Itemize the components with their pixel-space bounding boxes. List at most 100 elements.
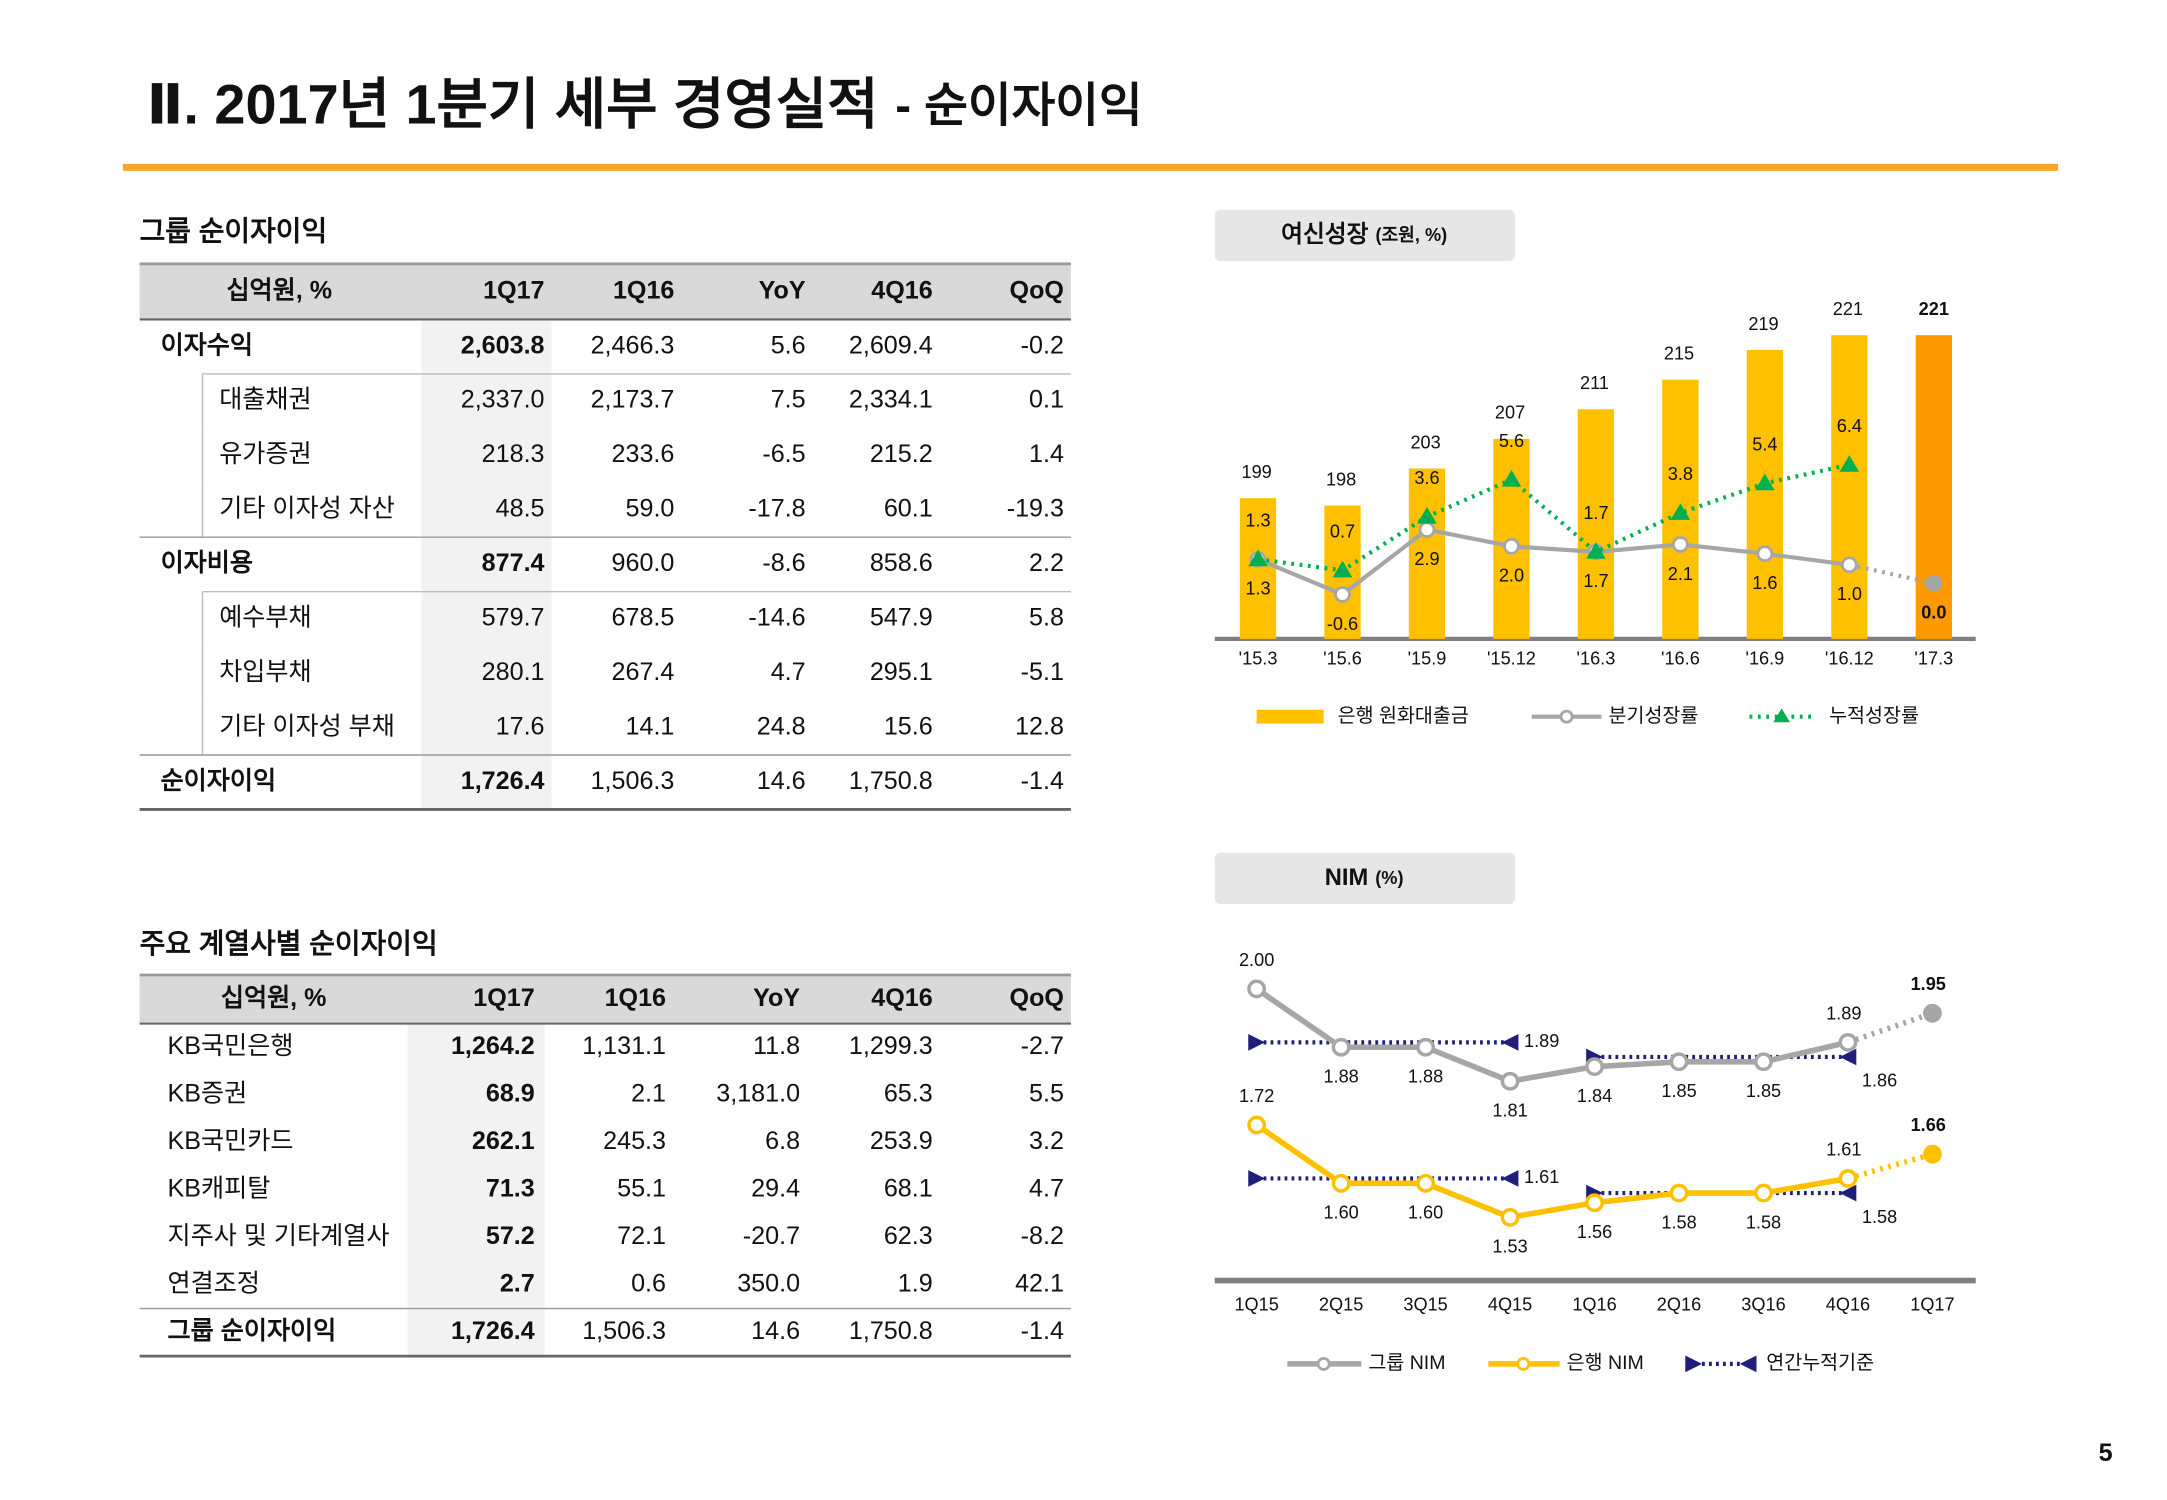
table-cell: 3,181.0: [716, 1080, 800, 1108]
table-cell: 42.1: [1015, 1270, 1064, 1298]
table-cell: 12.8: [1015, 712, 1064, 740]
point-label: 0.0: [1921, 603, 1946, 623]
table-cell: 678.5: [612, 604, 675, 632]
row-label: KB국민카드: [168, 1127, 294, 1155]
point-label: 1.58: [1661, 1212, 1696, 1232]
bar-label: 221: [1919, 299, 1949, 319]
line: [1257, 462, 1850, 573]
point: [1500, 1207, 1520, 1227]
row-label: 순이자이익: [161, 767, 277, 795]
point-label: 1.89: [1826, 1003, 1861, 1023]
point: [1755, 473, 1775, 491]
x-tick-label: 1Q17: [1910, 1294, 1954, 1314]
table-cell: 1,264.2: [451, 1032, 535, 1060]
table-cell: -6.5: [762, 440, 805, 468]
point-label: 2.00: [1239, 950, 1274, 970]
table-cell: 960.0: [612, 549, 675, 577]
point: [1501, 469, 1522, 487]
x-tick-label: 1Q16: [1572, 1294, 1616, 1314]
annual-label: 1.89: [1524, 1031, 1559, 1051]
table-cell: -17.8: [748, 495, 805, 523]
x-tick-label: '16.9: [1745, 649, 1784, 669]
table-cell: 245.3: [603, 1127, 666, 1155]
point: [1923, 1003, 1942, 1023]
header-cell: 1Q17: [473, 984, 534, 1012]
title-rule: [122, 163, 2059, 171]
line: [1255, 1122, 1849, 1221]
header-cell: 1Q16: [605, 984, 667, 1012]
point-label: 1.84: [1577, 1086, 1612, 1106]
header-cell: 4Q16: [871, 984, 933, 1012]
table-cell: 0.6: [631, 1270, 666, 1298]
table-cell: 15.6: [884, 712, 933, 740]
table-cell: 72.1: [617, 1222, 666, 1250]
legend-label: 그룹 NIM: [1368, 1352, 1445, 1374]
table-cell: 14.6: [751, 1317, 800, 1345]
table-cell: -0.2: [1021, 331, 1064, 359]
x-tick-label: 4Q15: [1488, 1294, 1532, 1314]
point-label: 2.0: [1499, 566, 1524, 586]
table-cell: -19.3: [1007, 495, 1064, 523]
point-label: 0.7: [1330, 522, 1355, 542]
table-cell: 5.8: [1029, 604, 1064, 632]
point-label: 1.58: [1746, 1212, 1781, 1232]
table-cell: 68.1: [884, 1175, 933, 1203]
bar: [1746, 350, 1784, 639]
point-label: 1.61: [1826, 1140, 1861, 1160]
chart-subtitle: (%): [1375, 868, 1403, 888]
point-label: 1.95: [1911, 974, 1946, 994]
annual-marker: [1248, 1170, 1266, 1187]
legend-swatch: [1559, 709, 1574, 724]
table-cell: 55.1: [617, 1175, 666, 1203]
row-label: KB증권: [168, 1080, 248, 1108]
table-title: 주요 계열사별 순이자이익: [140, 928, 438, 959]
point: [1839, 455, 1860, 472]
header-cell: 1Q17: [483, 276, 544, 304]
table-cell: 295.1: [870, 658, 933, 686]
table-cell: 1,750.8: [849, 767, 933, 795]
row-label: 유가증권: [219, 440, 311, 468]
point: [1754, 1183, 1773, 1203]
point-label: 1.60: [1408, 1203, 1443, 1223]
table-cell: 59.0: [626, 495, 675, 523]
point: [1585, 1193, 1604, 1213]
table-cell: -2.7: [1021, 1032, 1064, 1060]
table-cell: 1.4: [1029, 440, 1064, 468]
title-main: Ⅱ. 2017년 1분기 세부 경영실적: [147, 73, 879, 135]
point: [1500, 1071, 1520, 1091]
x-tick-label: 2Q16: [1657, 1294, 1701, 1314]
table-cell: -1.4: [1021, 1317, 1064, 1345]
chart-title: 여신성장 (조원, %): [1281, 221, 1447, 248]
table-cell: 4.7: [1029, 1175, 1064, 1203]
point: [1247, 979, 1267, 999]
table-cell: 1,726.4: [461, 767, 545, 795]
point: [1754, 1052, 1773, 1072]
table-title: 그룹 순이자이익: [140, 216, 328, 247]
table-cell: -20.7: [743, 1222, 800, 1250]
header-cell: YoY: [759, 276, 806, 304]
point: [1672, 536, 1689, 553]
point: [1756, 545, 1774, 563]
table-cell: 218.3: [482, 440, 545, 468]
point-label: 5.6: [1499, 431, 1524, 451]
chart-title: NIM (%): [1325, 865, 1404, 891]
page-title: Ⅱ. 2017년 1분기 세부 경영실적 - 순이자이익: [147, 73, 1143, 135]
table-cell: 280.1: [482, 658, 545, 686]
table-cell: 48.5: [496, 495, 545, 523]
x-tick-label: '17.3: [1914, 649, 1953, 669]
point: [1669, 1183, 1689, 1203]
point-label: 1.85: [1746, 1081, 1781, 1101]
table-cell: 65.3: [884, 1080, 933, 1108]
table-cell: 579.7: [482, 604, 545, 632]
table-cell: 262.1: [472, 1127, 535, 1155]
annual-marker: [1501, 1170, 1519, 1187]
point-label: 1.66: [1911, 1115, 1946, 1135]
point-label: 1.60: [1323, 1203, 1358, 1223]
header-bg: [139, 263, 1071, 320]
point: [1838, 1169, 1858, 1188]
bar-label: 199: [1241, 462, 1271, 482]
table-cell: 1.9: [898, 1270, 933, 1298]
table-cell: -1.4: [1021, 767, 1064, 795]
point-label: 1.88: [1408, 1067, 1443, 1087]
chart-title-text: NIM: [1325, 865, 1368, 891]
